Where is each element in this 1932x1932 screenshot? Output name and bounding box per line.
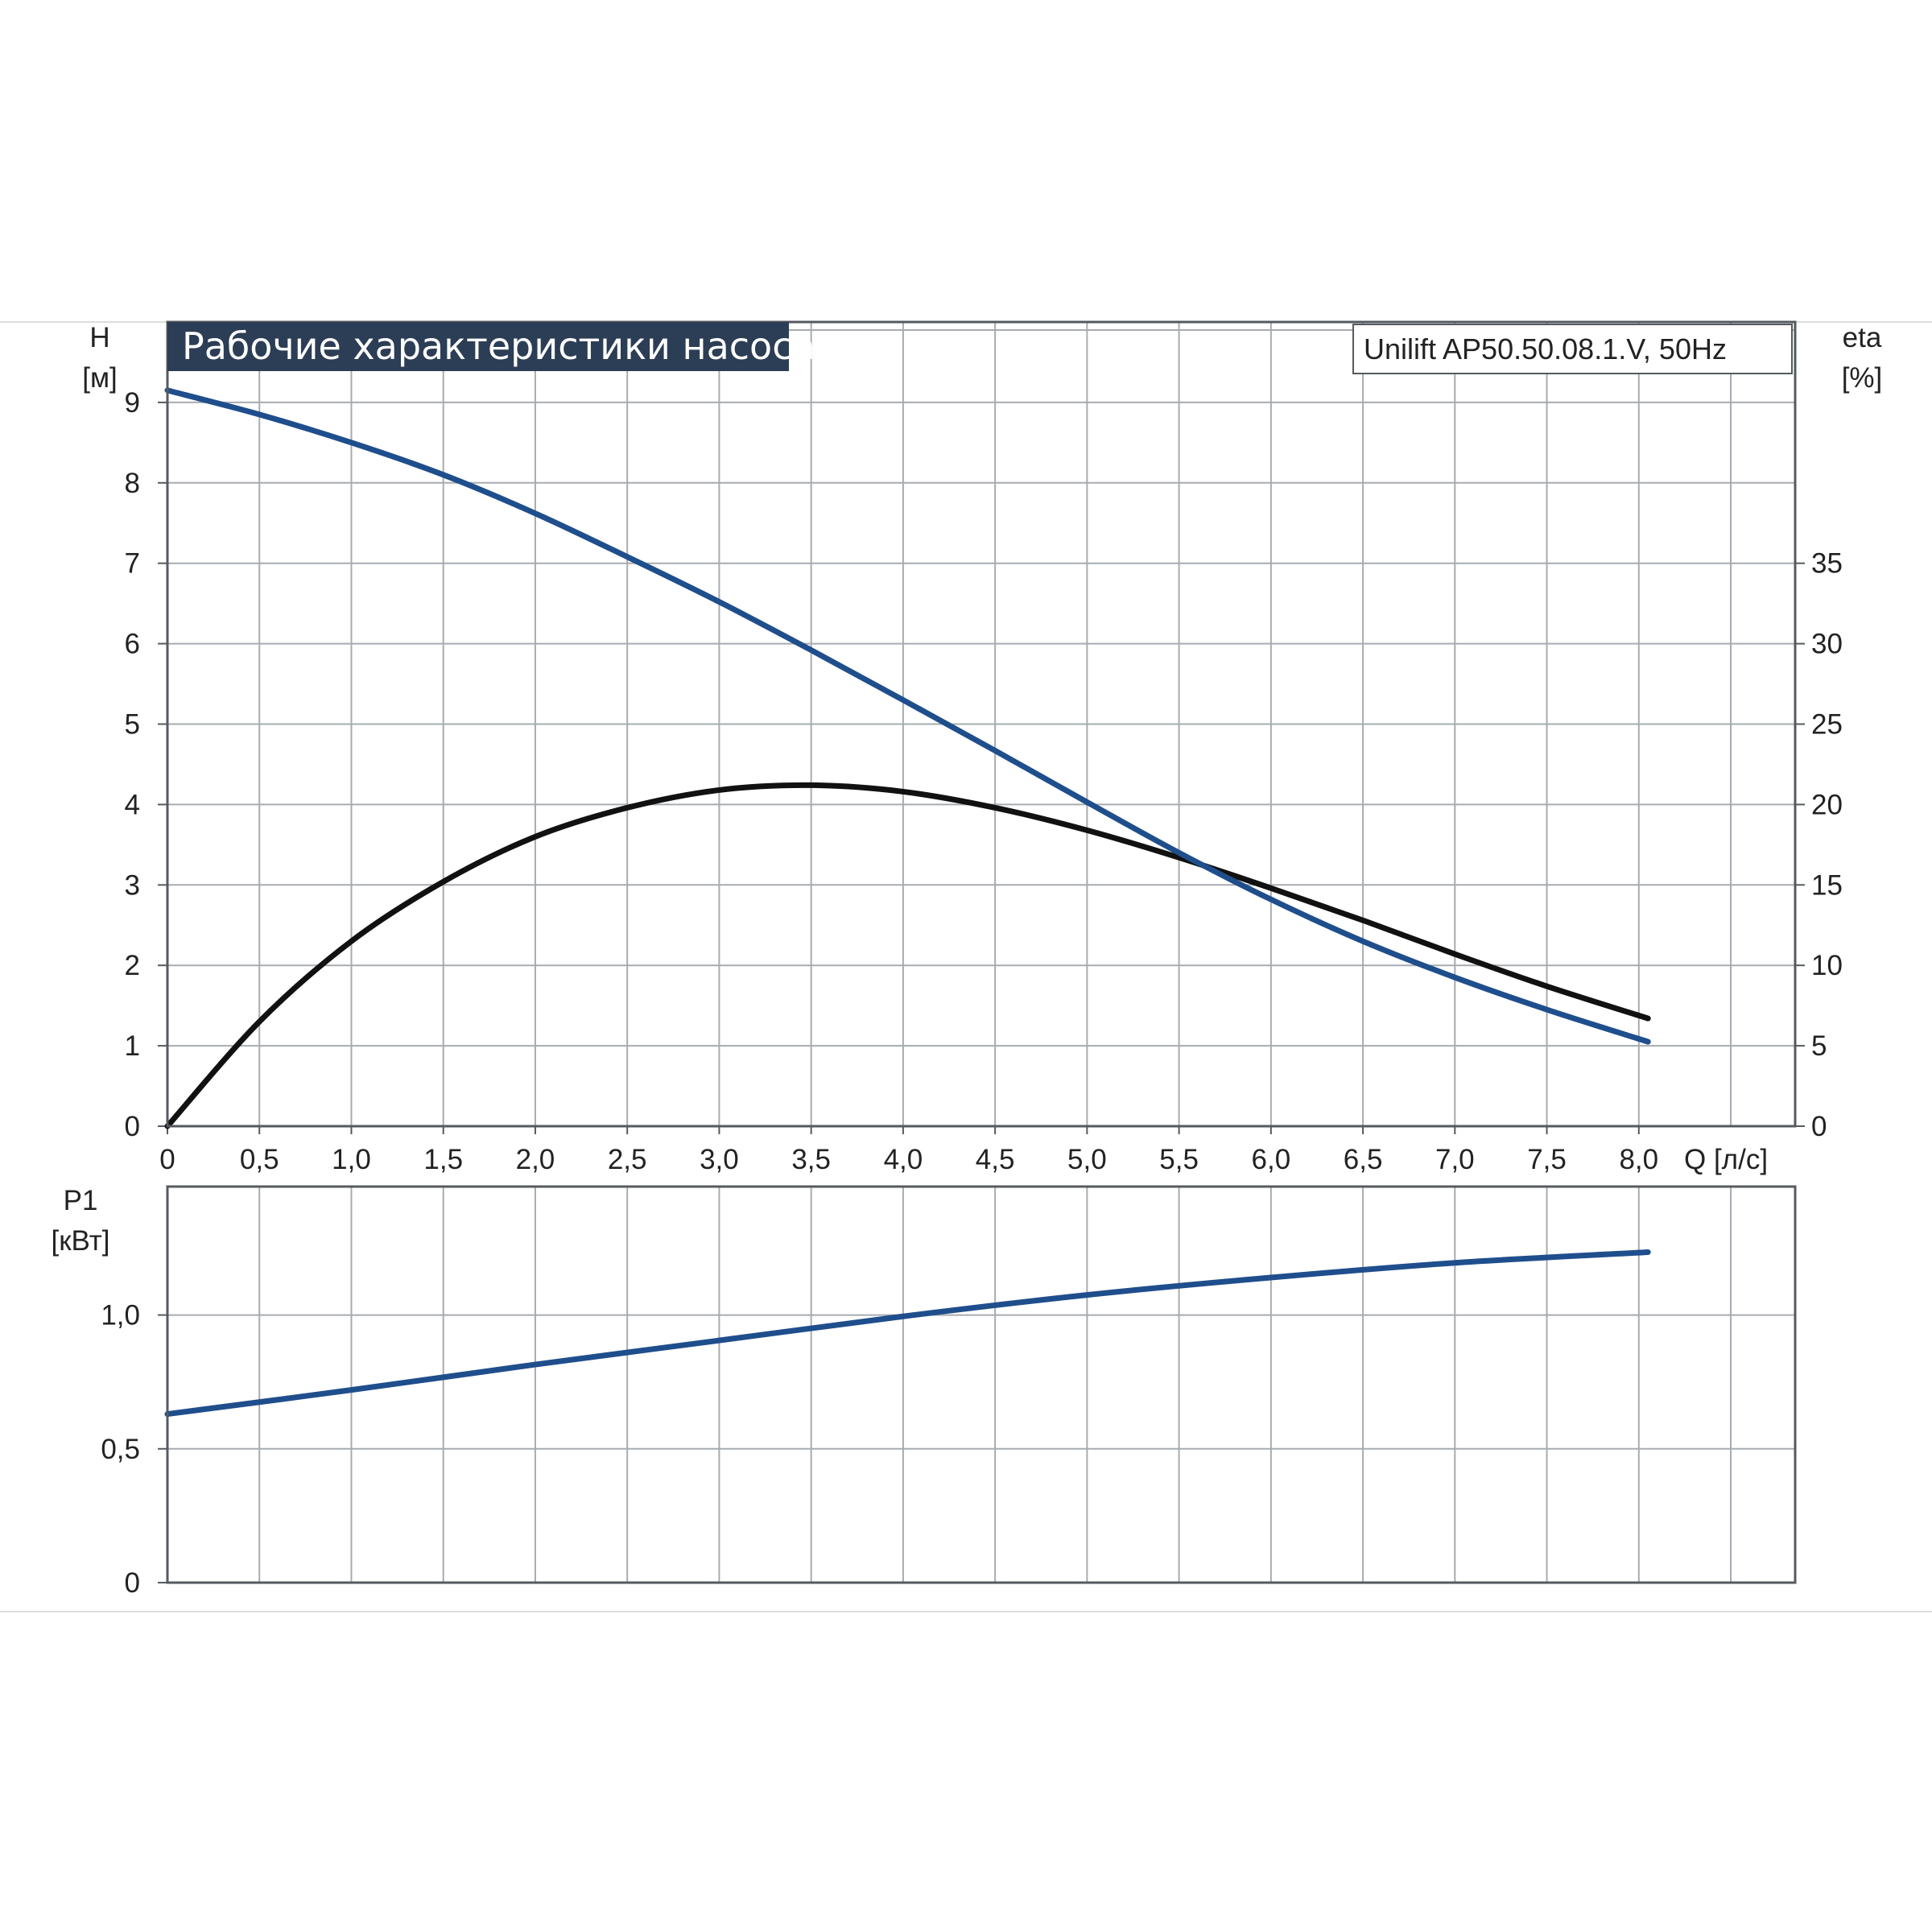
x-tick-label: 4,0 <box>884 1144 923 1175</box>
x-tick-label: 6,0 <box>1252 1144 1291 1175</box>
y-tick-label: 1 <box>125 1030 140 1062</box>
x-tick-label: 5,0 <box>1067 1144 1107 1175</box>
x-tick-label: 2,0 <box>516 1144 555 1175</box>
x-tick-label: 8,0 <box>1619 1144 1658 1175</box>
x-tick-label: 1,5 <box>423 1144 463 1175</box>
head-panel-curves <box>164 387 1651 1129</box>
y2-tick-label: 5 <box>1811 1030 1827 1062</box>
x-tick-label: 2,5 <box>608 1144 647 1175</box>
head-panel-grid <box>167 322 1795 1126</box>
y-tick-label: 3 <box>125 869 140 901</box>
y-tick-label: 0 <box>125 1111 140 1142</box>
y-tick-label: 9 <box>125 387 140 419</box>
y2-tick-label: 20 <box>1811 789 1843 820</box>
y-tick-label: 2 <box>125 950 140 981</box>
y2-tick-label: 15 <box>1811 869 1843 901</box>
x-tick-label: 7,5 <box>1527 1144 1567 1175</box>
y2-axis-unit-eta: [%] <box>1842 362 1883 394</box>
efficiency-curve <box>164 782 1651 1129</box>
x-tick-label: 3,5 <box>791 1144 831 1175</box>
x-tick-label: 0 <box>159 1144 175 1175</box>
chart-title-box <box>167 322 789 371</box>
y2-tick-label: 35 <box>1811 548 1843 580</box>
p1-tick-label: 1,0 <box>101 1300 140 1331</box>
x-tick-label: 1,0 <box>332 1144 371 1175</box>
y-axis-unit-h: [м] <box>82 362 118 394</box>
power-panel-ticks: 0 0,5 1,0 <box>101 1300 167 1599</box>
x-tick-label: 6,5 <box>1344 1144 1383 1175</box>
x-tick-label: 4,5 <box>976 1144 1015 1175</box>
y-tick-label: 7 <box>125 548 140 580</box>
y-axis-label-p1: P1 <box>64 1185 98 1216</box>
x-tick-label: 7,0 <box>1435 1144 1475 1175</box>
model-label: Unilift AP50.50.08.1.V, 50Hz <box>1364 332 1727 365</box>
p1-tick-label: 0 <box>125 1567 140 1599</box>
y-axis-label-h: H <box>89 322 109 353</box>
y2-tick-label: 0 <box>1811 1111 1827 1142</box>
x-axis-label-q: Q [л/с] <box>1684 1144 1768 1175</box>
head-curve <box>164 387 1651 1045</box>
y-tick-label: 8 <box>125 468 140 499</box>
y2-tick-label: 25 <box>1811 709 1843 741</box>
y2-axis-label-eta: eta <box>1843 322 1882 353</box>
model-label-box <box>1352 324 1793 374</box>
power-curve <box>164 1249 1651 1418</box>
head-panel-ticks: 0 0,5 1,0 1,5 2,0 2,5 3,0 3,5 4,0 4,5 5,0 5,5 6,0 6,5… <box>125 387 1843 1175</box>
x-tick-label: 3,0 <box>700 1144 739 1175</box>
power-panel-grid <box>167 1187 1795 1583</box>
y-tick-label: 6 <box>125 629 140 660</box>
head-panel-frame <box>166 320 1797 1128</box>
y-tick-label: 4 <box>125 789 140 820</box>
y2-tick-label: 30 <box>1811 629 1843 660</box>
y-axis-unit-p1: [кВт] <box>52 1225 110 1257</box>
y2-tick-label: 10 <box>1811 950 1843 981</box>
chart-title: Рабочие характеристики насоса <box>182 324 815 368</box>
power-panel-frame <box>166 1185 1797 1584</box>
x-tick-label: 0,5 <box>240 1144 279 1175</box>
power-panel-curves <box>164 1249 1651 1418</box>
x-tick-label: 5,5 <box>1159 1144 1199 1175</box>
y-tick-label: 5 <box>125 709 140 741</box>
p1-tick-label: 0,5 <box>101 1434 140 1465</box>
